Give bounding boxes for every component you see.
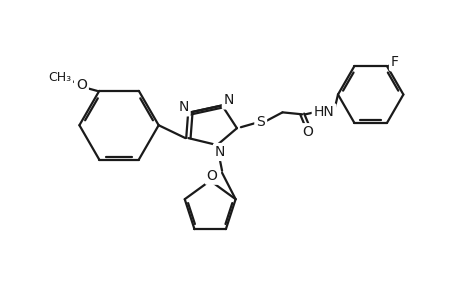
- Text: N: N: [214, 145, 225, 159]
- Text: O: O: [206, 169, 217, 183]
- Text: CH₃: CH₃: [48, 70, 71, 83]
- Text: HN: HN: [313, 105, 334, 119]
- Text: N: N: [178, 100, 188, 114]
- Text: S: S: [256, 115, 264, 129]
- Text: O: O: [76, 78, 87, 92]
- Text: O: O: [301, 125, 312, 139]
- Text: F: F: [390, 55, 398, 69]
- Text: N: N: [224, 94, 234, 107]
